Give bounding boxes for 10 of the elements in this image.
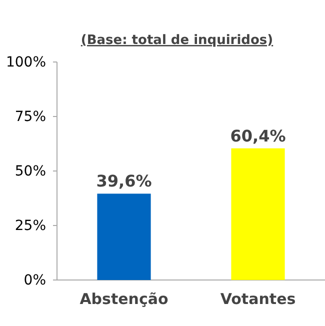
x-tick-label: Abstenção	[80, 290, 168, 308]
y-tick-label: 50%	[14, 163, 46, 180]
chart-title: (Base: total de inquiridos)	[80, 33, 274, 48]
y-tick-label: 0%	[24, 272, 46, 288]
x-tick-label: Votantes	[220, 290, 296, 308]
y-tick-label: 75%	[14, 108, 46, 125]
y-tick-label: 25%	[14, 218, 46, 234]
data-label: 60,4%	[230, 126, 286, 146]
y-tick-label: 100%	[6, 54, 46, 70]
data-label: 39,6%	[96, 172, 152, 191]
